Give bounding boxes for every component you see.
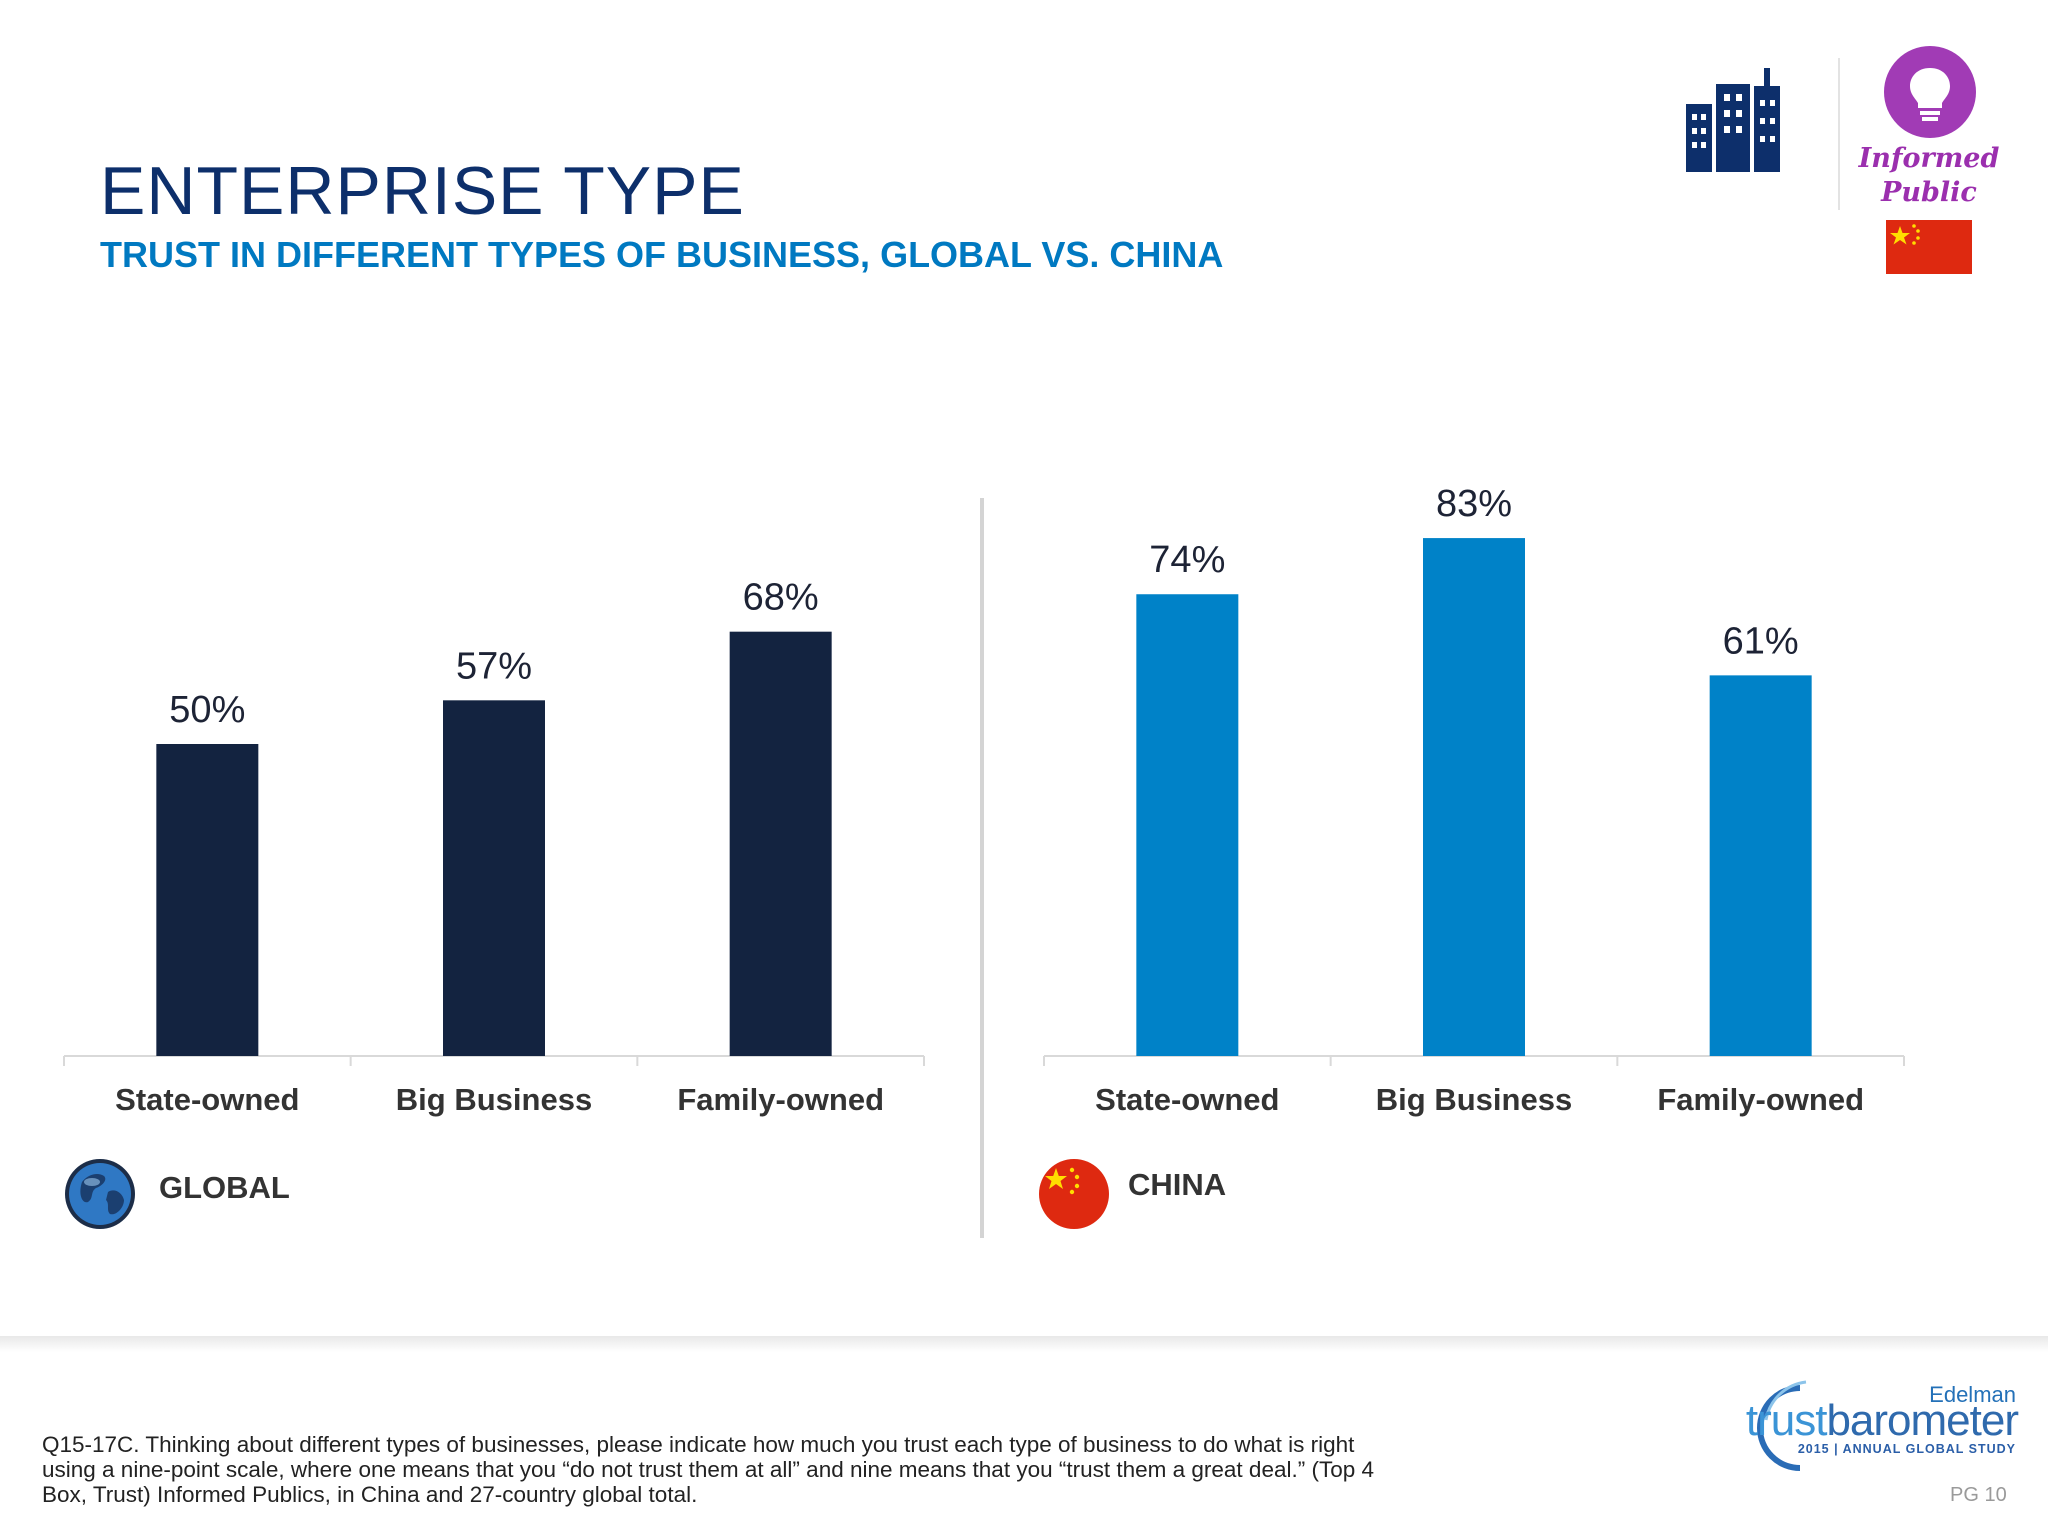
global-section-label: GLOBAL (159, 1170, 290, 1205)
globe-icon (65, 1159, 135, 1229)
logo-tagline: 2015 | ANNUAL GLOBAL STUDY (1797, 1442, 2016, 1456)
lightbulb-icon (1884, 46, 1976, 138)
informed-public-label: Informed Public (1858, 143, 2000, 208)
china-bar-family-owned (1709, 675, 1812, 1056)
city-buildings-icon (1686, 68, 1780, 172)
global-bar-family-owned (729, 631, 832, 1056)
trustbarometer-logo-icon (1757, 1380, 1807, 1471)
china-data-label: 61% (1723, 620, 1799, 662)
page-subtitle: TRUST IN DIFFERENT TYPES OF BUSINESS, GL… (100, 234, 1224, 275)
chart-divider (980, 498, 984, 1238)
logo-brand: Edelman (1929, 1382, 2016, 1407)
china-section-label: CHINA (1128, 1167, 1227, 1202)
global-data-label: 50% (169, 689, 245, 731)
footer-separator (0, 1336, 2048, 1352)
footnote: Q15-17C. Thinking about different types … (42, 1432, 1374, 1507)
page-number: PG 10 (1950, 1484, 2007, 1506)
china-bar-big-business (1423, 538, 1525, 1056)
china-category-label: Family-owned (1657, 1082, 1864, 1117)
global-category-label: State-owned (115, 1082, 299, 1117)
bar-chart: 50% State-owned 57% Big Business 68% Family-o… (63, 483, 1905, 1117)
logo-wordmark: trustbarometer (1745, 1396, 2019, 1446)
logo-word-a: trust (1745, 1396, 1828, 1445)
global-data-label: 57% (456, 645, 532, 687)
global-category-label: Big Business (396, 1082, 592, 1117)
header-divider (1838, 58, 1840, 210)
logo-word-b: barometer (1826, 1396, 2019, 1445)
china-data-label: 83% (1436, 483, 1512, 525)
global-category-label: Family-owned (677, 1082, 884, 1117)
global-data-label: 68% (743, 577, 819, 619)
page-title: ENTERPRISE TYPE (100, 153, 745, 229)
china-flag-circle-icon (1039, 1159, 1109, 1229)
global-bar-big-business (443, 700, 545, 1056)
china-flag-icon (1886, 220, 1972, 274)
china-bar-state-owned (1136, 594, 1239, 1056)
china-data-label: 74% (1149, 539, 1225, 581)
china-category-label: State-owned (1095, 1082, 1279, 1117)
global-bar-state-owned (156, 744, 259, 1056)
china-category-label: Big Business (1376, 1082, 1572, 1117)
